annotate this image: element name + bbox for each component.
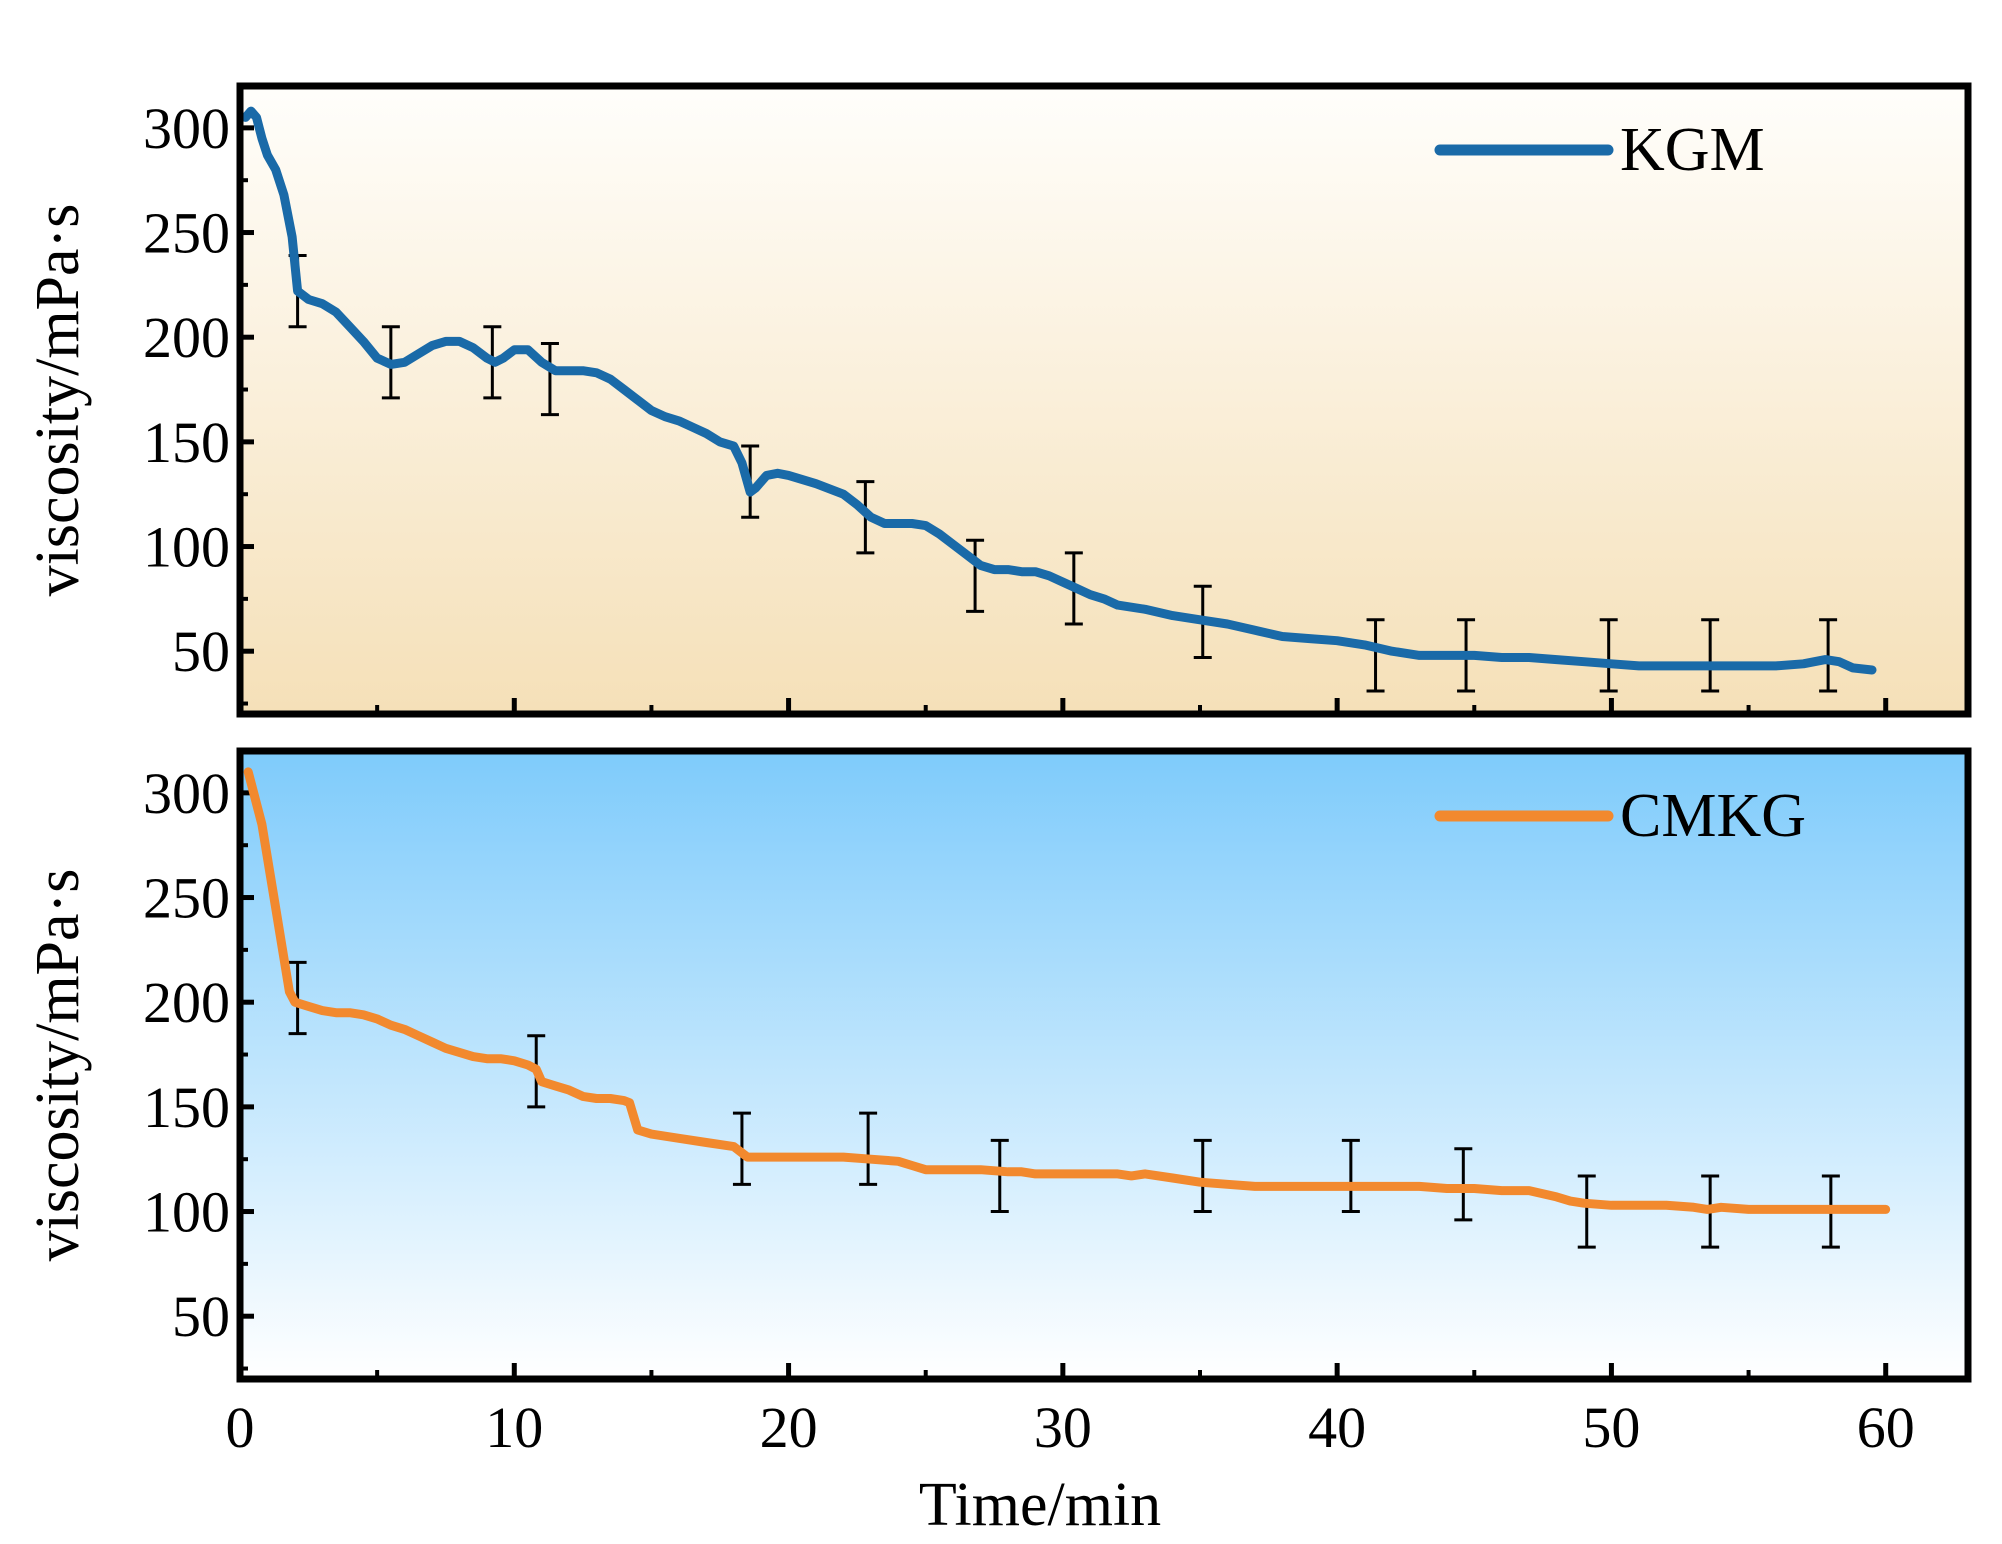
y-tick-label: 100 xyxy=(143,515,230,580)
error-bar xyxy=(966,538,985,613)
error-bar xyxy=(540,341,559,417)
bottom-y-axis-label: viscosity/mPa·s xyxy=(24,869,92,1262)
x-tick-label: 20 xyxy=(760,1395,818,1460)
y-tick-label: 200 xyxy=(143,305,230,370)
error-bar xyxy=(1599,618,1618,693)
y-tick-label: 50 xyxy=(172,619,230,684)
cmkg-error-bars xyxy=(288,960,1840,1249)
error-bar xyxy=(1341,1138,1360,1214)
kgm-series-line xyxy=(241,106,1877,675)
x-tick-label: 10 xyxy=(485,1395,543,1460)
x-tick-label: 40 xyxy=(1308,1395,1366,1460)
error-bar xyxy=(859,1111,878,1186)
y-tick-label: 150 xyxy=(143,1075,230,1140)
top-panel-frame xyxy=(236,82,1972,718)
error-bar xyxy=(990,1138,1009,1214)
top-y-axis-label: viscosity/mPa·s xyxy=(24,204,92,597)
top-y-axis: 50 100 150 200 250 300 xyxy=(143,96,254,706)
bottom-panel: 50 100 150 200 250 300 0 10 20 30 40 50 60 CMKG vis… xyxy=(24,747,1972,1539)
top-legend: KGM xyxy=(1434,116,1765,184)
error-bar xyxy=(1701,618,1720,693)
bottom-legend: CMKG xyxy=(1434,782,1806,850)
y-tick-label: 300 xyxy=(143,761,230,826)
legend-label-cmkg: CMKG xyxy=(1620,782,1806,850)
x-axis-label: Time/min xyxy=(919,1471,1161,1539)
y-tick-label: 200 xyxy=(143,970,230,1035)
bottom-panel-frame xyxy=(236,747,1972,1383)
kgm-error-bars xyxy=(288,254,1838,693)
y-tick-label: 150 xyxy=(143,410,230,475)
top-panel: 50 100 150 200 250 300 KGM viscosity/mPa·s xyxy=(24,82,1972,718)
y-tick-label: 50 xyxy=(172,1284,230,1349)
error-bar xyxy=(1193,1138,1212,1214)
x-tick-label: 30 xyxy=(1034,1395,1092,1460)
y-tick-label: 250 xyxy=(143,201,230,266)
error-bar xyxy=(1819,618,1838,693)
x-tick-label: 50 xyxy=(1582,1395,1640,1460)
y-tick-label: 300 xyxy=(143,96,230,161)
top-panel-background xyxy=(240,86,1968,714)
error-bar xyxy=(1366,618,1385,693)
error-bar xyxy=(1577,1174,1596,1249)
y-tick-label: 250 xyxy=(143,866,230,931)
x-tick-label: 60 xyxy=(1857,1395,1915,1460)
x-tick-label: 0 xyxy=(226,1395,255,1460)
legend-label-kgm: KGM xyxy=(1620,116,1765,184)
y-tick-label: 100 xyxy=(143,1180,230,1245)
cmkg-series-line xyxy=(243,767,1891,1214)
